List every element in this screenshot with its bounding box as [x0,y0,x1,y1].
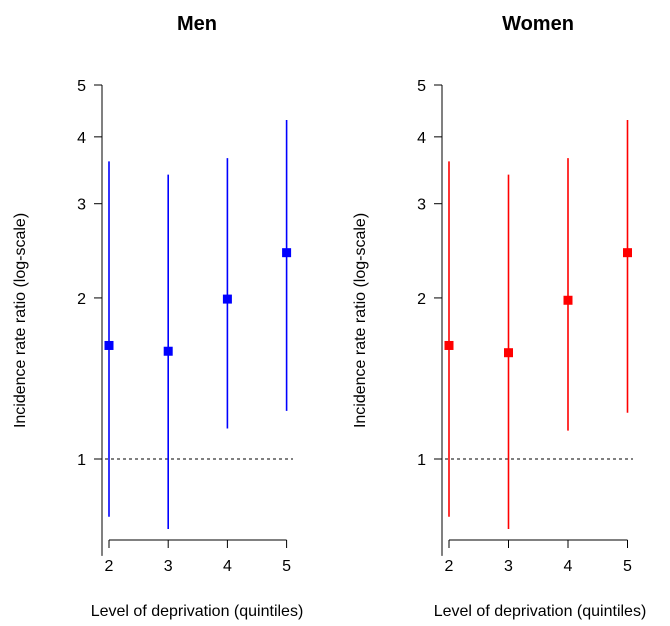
men-panel-title: Men [177,13,217,35]
women-y-tick-label: 3 [417,197,426,214]
men-y-tick-label: 2 [77,291,86,308]
women-y-tick-label: 2 [417,291,426,308]
men-x-tick-label: 3 [164,558,173,575]
men-x-axis-label: Level of deprivation (quintiles) [91,603,304,620]
women-point [444,340,454,350]
men-x-tick-label: 4 [223,558,232,575]
women-y-tick-label: 1 [417,452,426,469]
women-point [504,348,513,358]
men-y-tick-label: 5 [77,78,86,95]
men-point [282,248,292,258]
men-point [163,346,173,356]
men-y-tick-label: 4 [77,130,86,147]
women-x-tick-label: 2 [445,558,454,575]
women-x-axis-label: Level of deprivation (quintiles) [434,603,647,620]
men-x-tick-label: 2 [105,558,114,575]
men-y-tick-label: 3 [77,197,86,214]
men-y-axis-label: Incidence rate ratio (log-scale) [12,213,29,428]
women-y-axis-label: Incidence rate ratio (log-scale) [352,213,369,428]
men-x-tick-label: 5 [282,558,291,575]
women-y-tick-label: 4 [417,130,426,147]
women-x-tick-label: 4 [564,558,573,575]
men-point [104,340,114,350]
women-x-tick-label: 3 [504,558,513,575]
men-y-tick-label: 1 [77,452,86,469]
women-point [563,295,573,305]
women-point [623,248,632,258]
women-x-tick-label: 5 [623,558,632,575]
men-point [222,294,232,304]
women-panel-title: Women [502,13,574,35]
women-y-tick-label: 5 [417,78,426,95]
